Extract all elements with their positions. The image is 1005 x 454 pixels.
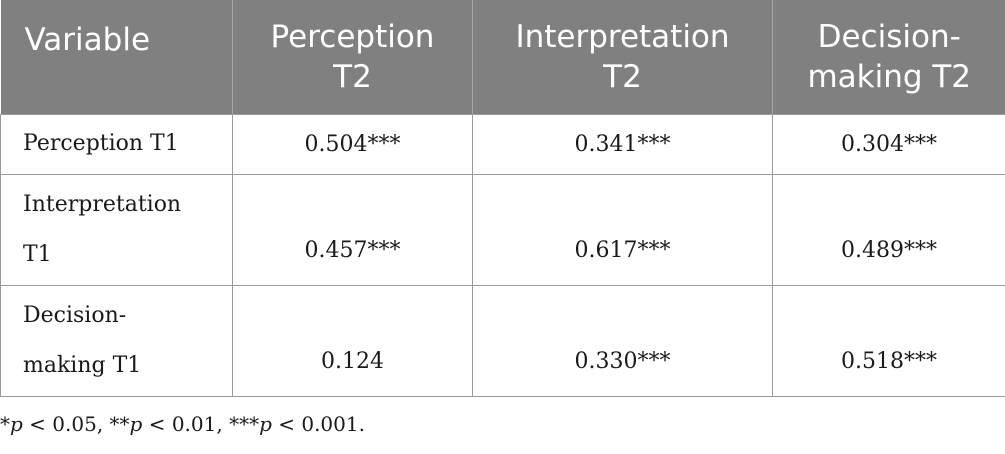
header-variable: Variable [24,22,151,58]
table-cell: 0.489*** [772,173,1005,286]
footnote-p-3: p [259,412,272,436]
table-cell: 0.617*** [472,173,773,286]
row-label: Interpretation T1 [0,173,233,286]
table-cell: 0.504*** [232,113,473,175]
table-row: Decision-making T1 0.124 0.330*** 0.518*… [0,284,1005,397]
header-interpretation-t2: Interpretation T2 [472,0,773,114]
footnote-p-2: p [129,412,143,436]
header-perception-t2-text: Perception T2 [270,18,435,95]
footnote-stars-1: * [0,412,10,436]
table-cell: 0.341*** [472,113,773,175]
row-label-text: Perception T1 [23,131,179,156]
header-perception-t2: Perception T2 [232,0,473,114]
footnote-text-1: < 0.05, ** [22,412,130,436]
table-cell: 0.124 [232,284,473,397]
table-row: Interpretation T1 0.457*** 0.617*** 0.48… [0,173,1005,286]
header-decision-making-t2: Decision-making T2 [772,0,1005,114]
table-cell: 0.518*** [772,284,1005,397]
footnote-p-1: p [10,412,23,436]
table-header: Variable Perception T2 Interpretation T2… [0,0,1005,114]
table-cell: 0.304*** [772,113,1005,175]
header-decision-making-t2-text: Decision-making T2 [807,18,972,95]
row-label: Perception T1 [0,113,233,175]
row-label: Decision-making T1 [0,284,233,397]
table-footnote: *p < 0.05, **p < 0.01, ***p < 0.001. [0,412,365,436]
header-interpretation-t2-text: Interpretation T2 [515,18,730,95]
table-row: Perception T1 0.504*** 0.341*** 0.304*** [0,113,1005,175]
table-cell: 0.330*** [472,284,773,397]
footnote-text-3: < 0.001. [271,412,365,436]
row-label-text: Decision-making T1 [23,302,142,378]
correlation-table: Variable Perception T2 Interpretation T2… [0,0,1005,397]
footnote-text-2: < 0.01, *** [142,412,260,436]
row-label-text: Interpretation T1 [23,191,182,267]
header-row: Variable Perception T2 Interpretation T2… [0,0,1005,114]
table-cell: 0.457*** [232,173,473,286]
table-body: Perception T1 0.504*** 0.341*** 0.304***… [0,113,1005,397]
